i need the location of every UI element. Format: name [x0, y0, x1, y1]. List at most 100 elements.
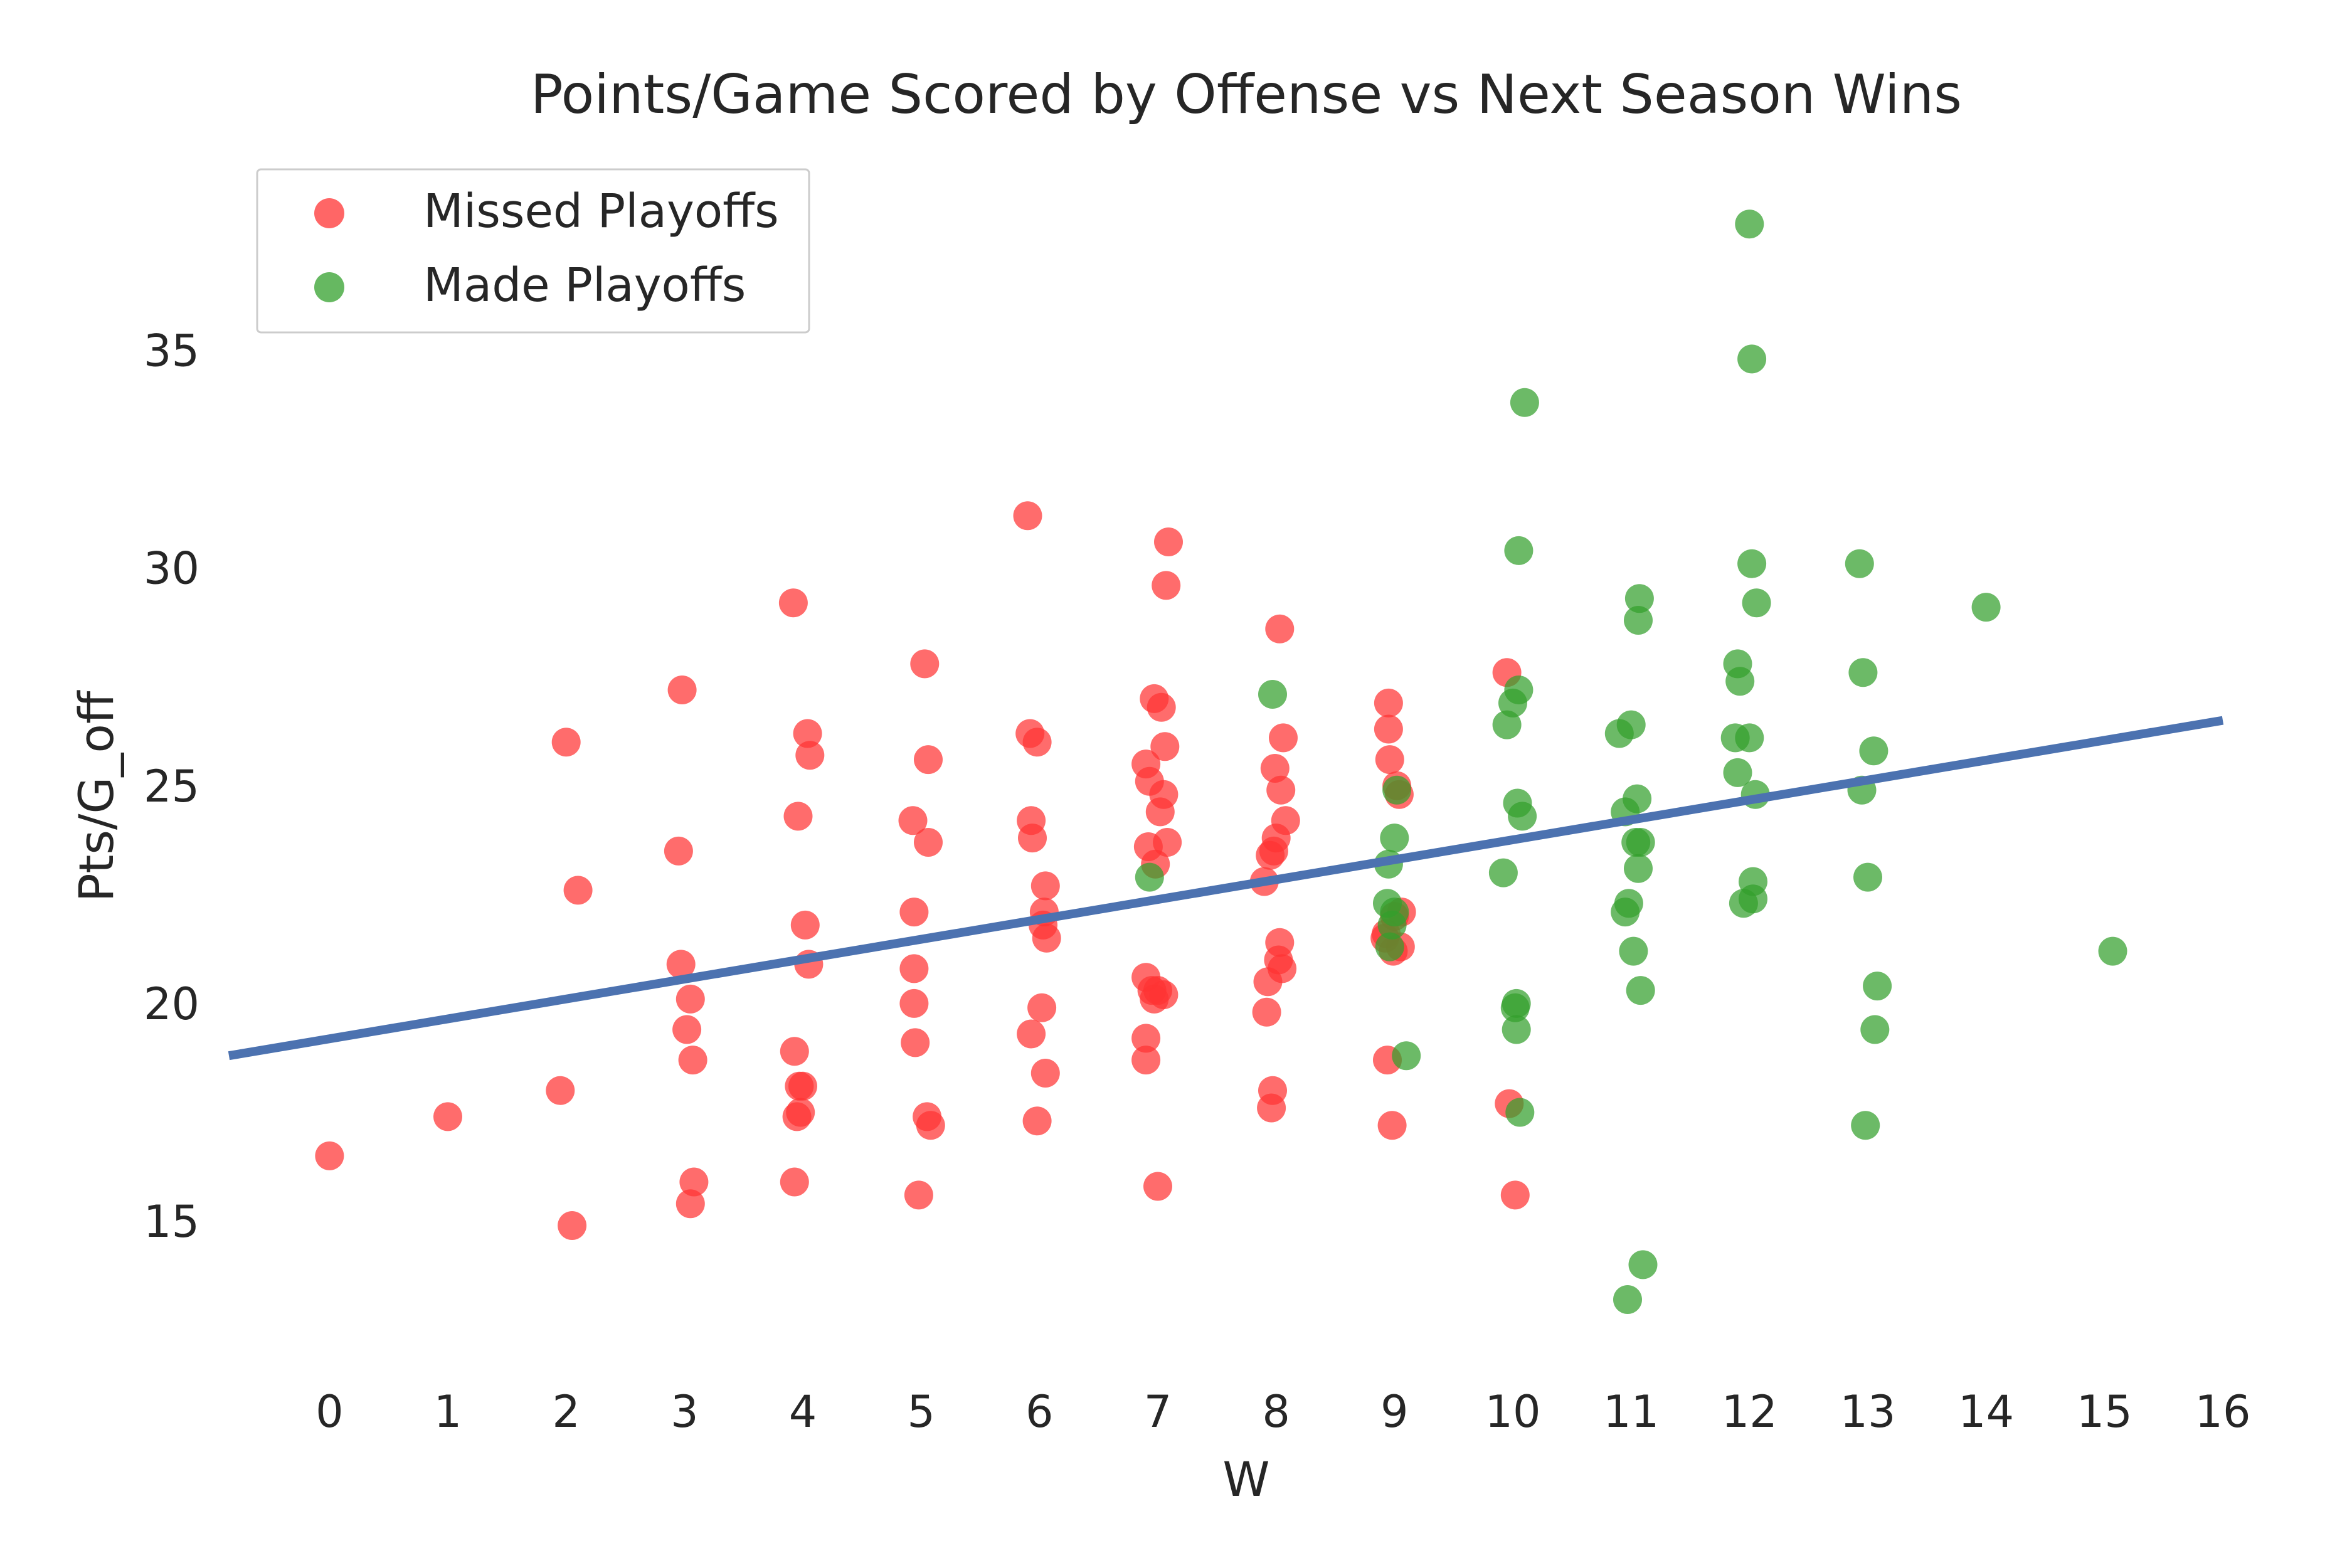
x-tick-label: 13: [1840, 1386, 1895, 1438]
data-point-missed-playoffs: [778, 588, 808, 618]
data-point-missed-playoffs: [679, 1167, 709, 1197]
data-point-missed-playoffs: [899, 988, 929, 1018]
data-point-missed-playoffs: [1131, 1046, 1161, 1075]
legend-box: [256, 168, 810, 334]
data-point-made-playoffs: [1848, 658, 1878, 687]
data-point-missed-playoffs: [1269, 723, 1298, 753]
data-point-missed-playoffs: [916, 1111, 945, 1140]
data-point-missed-playoffs: [1500, 1180, 1530, 1210]
data-point-missed-playoffs: [783, 802, 813, 831]
data-point-missed-playoffs: [675, 984, 705, 1014]
data-point-missed-playoffs: [790, 910, 820, 940]
data-point-made-playoffs: [1737, 344, 1767, 374]
data-point-missed-playoffs: [678, 1046, 707, 1075]
data-point-missed-playoffs: [563, 876, 593, 905]
data-point-missed-playoffs: [910, 649, 940, 679]
data-point-missed-playoffs: [780, 1037, 809, 1066]
y-tick-label: 35: [144, 326, 199, 377]
regression-line: [228, 716, 2224, 1061]
data-point-missed-playoffs: [1149, 980, 1179, 1009]
data-point-made-playoffs: [1380, 824, 1409, 853]
data-point-made-playoffs: [1510, 388, 1539, 417]
data-point-missed-playoffs: [788, 1071, 817, 1101]
x-tick-label: 14: [1958, 1386, 2014, 1438]
data-point-missed-playoffs: [1131, 1024, 1161, 1053]
data-point-made-playoffs: [1616, 710, 1646, 739]
data-point-missed-playoffs: [1022, 1106, 1052, 1136]
data-point-missed-playoffs: [1013, 501, 1042, 531]
data-point-made-playoffs: [1742, 588, 1771, 618]
data-point-missed-playoffs: [672, 1015, 702, 1044]
data-point-made-playoffs: [1375, 932, 1404, 961]
data-point-missed-playoffs: [315, 1141, 344, 1170]
data-point-missed-playoffs: [1265, 928, 1295, 957]
data-point-made-playoffs: [1624, 854, 1653, 883]
data-point-made-playoffs: [1845, 549, 1874, 578]
x-tick-label: 1: [434, 1386, 462, 1438]
data-point-made-playoffs: [1735, 723, 1764, 753]
data-point-missed-playoffs: [558, 1211, 587, 1240]
data-point-missed-playoffs: [1154, 527, 1183, 556]
data-point-missed-playoffs: [914, 745, 943, 775]
x-tick-label: 7: [1144, 1386, 1172, 1438]
data-point-made-playoffs: [1628, 1250, 1658, 1279]
data-point-missed-playoffs: [1268, 954, 1297, 983]
x-tick-label: 11: [1603, 1386, 1659, 1438]
data-point-missed-playoffs: [1271, 806, 1300, 835]
x-tick-label: 6: [1025, 1386, 1054, 1438]
data-point-made-playoffs: [1613, 1285, 1642, 1314]
data-point-made-playoffs: [1623, 784, 1652, 813]
y-tick-label: 30: [144, 543, 199, 595]
data-point-made-playoffs: [1505, 1098, 1535, 1127]
data-point-made-playoffs: [1725, 667, 1755, 696]
data-point-missed-playoffs: [1030, 871, 1060, 901]
data-point-missed-playoffs: [1265, 614, 1295, 644]
data-point-missed-playoffs: [1252, 997, 1281, 1027]
data-point-made-playoffs: [1626, 828, 1655, 857]
x-tick-label: 5: [907, 1386, 935, 1438]
data-point-missed-playoffs: [793, 719, 822, 748]
x-tick-label: 0: [315, 1386, 344, 1438]
data-point-made-playoffs: [1488, 858, 1518, 887]
data-point-missed-playoffs: [914, 828, 943, 857]
x-tick-label: 16: [2195, 1386, 2250, 1438]
data-point-made-playoffs: [1135, 862, 1164, 892]
data-point-missed-playoffs: [667, 675, 697, 704]
y-tick-labels: 15 20 25 30 35: [144, 326, 199, 1248]
data-point-made-playoffs: [1853, 862, 1882, 892]
data-point-made-playoffs: [1859, 736, 1888, 766]
data-point-missed-playoffs: [899, 954, 929, 983]
x-tick-labels: 0 1 2 3 4 5 6 7 8 9 10 11 12 13 14 15 16: [315, 1386, 2250, 1438]
data-points: [315, 209, 2127, 1314]
regression-line-layer: [228, 716, 2224, 1061]
data-point-missed-playoffs: [1374, 714, 1403, 744]
data-point-made-playoffs: [1492, 710, 1522, 739]
x-axis-label: W: [1222, 1451, 1269, 1507]
data-point-missed-playoffs: [1152, 571, 1181, 600]
data-point-made-playoffs: [1739, 884, 1767, 914]
x-tick-label: 12: [1722, 1386, 1777, 1438]
data-point-missed-playoffs: [675, 1189, 705, 1219]
data-point-missed-playoffs: [546, 1076, 575, 1105]
x-tick-label: 15: [2077, 1386, 2132, 1438]
data-point-made-playoffs: [1258, 680, 1287, 709]
data-point-made-playoffs: [1863, 972, 1892, 1001]
data-point-missed-playoffs: [901, 1028, 930, 1057]
data-point-missed-playoffs: [1150, 732, 1180, 761]
data-point-made-playoffs: [1723, 758, 1752, 787]
data-point-missed-playoffs: [1266, 775, 1296, 805]
data-point-missed-playoffs: [1374, 688, 1403, 718]
data-point-missed-playoffs: [551, 728, 581, 757]
legend: Missed Playoffs Made Playoffs: [256, 168, 810, 334]
data-point-missed-playoffs: [1018, 824, 1047, 853]
x-tick-label: 3: [670, 1386, 699, 1438]
data-point-missed-playoffs: [1143, 1172, 1172, 1201]
data-point-made-playoffs: [1380, 898, 1409, 927]
data-point-made-playoffs: [1971, 593, 2001, 622]
data-point-missed-playoffs: [1260, 754, 1290, 783]
data-point-made-playoffs: [1735, 209, 1764, 239]
data-point-missed-playoffs: [786, 1098, 815, 1127]
y-tick-label: 20: [144, 978, 199, 1030]
data-point-made-playoffs: [1504, 675, 1534, 704]
